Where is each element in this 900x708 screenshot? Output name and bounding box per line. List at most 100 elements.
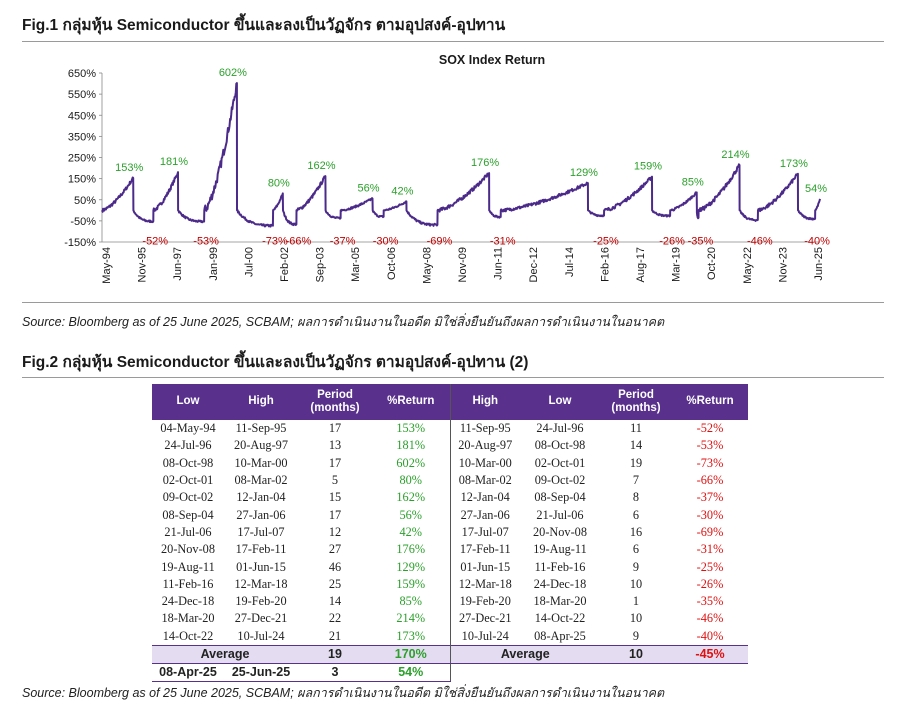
cell-high: 20-Aug-97 — [234, 438, 288, 453]
fig1-bottom-rule — [22, 302, 884, 303]
cycle-table: Low High Period (months) %Return High Lo… — [152, 384, 748, 683]
y-tick-label: 450% — [68, 110, 96, 122]
y-tick-label: 650% — [68, 68, 96, 80]
cell-high: 12-Jan-04 — [236, 490, 286, 505]
cell-period-2: 7 — [632, 473, 640, 488]
cell-return: 602% — [396, 455, 426, 470]
data-labels: 153% -52% 181% -53% 602% -73% 80% -66% 162% -37% 5… — [115, 67, 830, 247]
fig2-title-rule — [22, 377, 884, 378]
x-tick-label: May-94 — [101, 247, 113, 284]
cell-return-2: -53% — [696, 438, 724, 453]
x-axis: May-94 Nov-95 Jun-97 Jan-99 Jul-00 Feb-02 Sep-… — [101, 241, 825, 284]
cell-period-2: 19 — [629, 455, 643, 470]
cell-return: 80% — [399, 473, 423, 488]
cell-high: 08-Mar-02 — [234, 473, 288, 488]
x-tick-label: Jul-14 — [564, 247, 576, 277]
current-low: 08-Apr-25 — [152, 663, 224, 683]
cell-low-2: 08-Oct-98 — [534, 438, 586, 453]
x-tick-label: Dec-12 — [528, 247, 540, 282]
table-row: 11-Feb-16 12-Mar-18 25 159% 12-Mar-18 24-Dec-… — [152, 575, 748, 593]
x-tick-label: Mar-19 — [671, 247, 683, 282]
table-row: 19-Aug-11 01-Jun-15 46 129% 01-Jun-15 11-Feb-… — [152, 558, 748, 576]
cell-low: 04-May-94 — [160, 421, 216, 436]
peak-return-label: 181% — [160, 156, 188, 168]
table-row: 18-Mar-20 27-Dec-21 22 214% 27-Dec-21 14-Oct-… — [152, 610, 748, 628]
average-return: 170% — [372, 644, 450, 665]
x-tick-label: Aug-17 — [635, 247, 647, 282]
cell-low: 08-Sep-04 — [162, 507, 214, 522]
table-row: 21-Jul-06 17-Jul-07 12 42% 17-Jul-07 20-Nov-0… — [152, 523, 748, 542]
y-tick-label: 550% — [68, 89, 96, 101]
fig2-source: Source: Bloomberg as of 25 June 2025, SC… — [22, 686, 665, 700]
cell-high: 11-Sep-95 — [235, 421, 287, 436]
current-cycle-row: 08-Apr-25 25-Jun-25 3 54% — [152, 663, 748, 683]
cell-low-2: 08-Sep-04 — [534, 490, 586, 505]
cell-high-2: 17-Feb-11 — [449, 541, 520, 559]
peak-return-label: 42% — [391, 185, 413, 197]
cell-high-2: 08-Mar-02 — [449, 471, 520, 490]
cell-high-2: 11-Sep-95 — [449, 420, 520, 438]
trough-return-label: -73% — [262, 235, 288, 247]
cell-return: 56% — [399, 507, 423, 522]
cell-period-2: 1 — [632, 594, 640, 609]
peak-return-label: 129% — [570, 167, 598, 179]
cell-period: 12 — [328, 524, 342, 539]
table-header-row: Low High Period (months) %Return High Lo… — [152, 384, 748, 420]
cell-low: 20-Nov-08 — [161, 542, 215, 557]
header-period: Period (months) — [298, 384, 372, 420]
cell-high-2: 01-Jun-15 — [449, 558, 520, 576]
cell-period: 17 — [328, 421, 342, 436]
y-tick-label: 50% — [74, 195, 96, 207]
cell-low: 24-Dec-18 — [161, 594, 215, 609]
peak-return-label: 214% — [721, 149, 749, 161]
trough-return-label: -46% — [747, 235, 773, 247]
cell-return: 214% — [396, 611, 426, 626]
trough-return-label: -26% — [659, 235, 685, 247]
fig1-title-rule — [22, 41, 884, 42]
cell-high-2: 27-Dec-21 — [449, 610, 520, 628]
cell-period: 46 — [328, 559, 342, 574]
cell-low: 18-Mar-20 — [161, 611, 215, 626]
sox-return-line — [101, 82, 821, 228]
cell-low-2: 14-Oct-22 — [534, 611, 586, 626]
table-row: 08-Sep-04 27-Jan-06 17 56% 27-Jan-06 21-Jul-0… — [152, 506, 748, 524]
cell-period-2: 8 — [632, 490, 640, 505]
cell-period: 17 — [328, 507, 342, 522]
table-row: 04-May-94 11-Sep-95 17 153% 11-Sep-95 24-Jul-… — [152, 420, 748, 438]
header-low-2: Low — [520, 384, 600, 420]
x-tick-label: Jun-11 — [493, 247, 505, 280]
cell-return: 181% — [396, 438, 426, 453]
table-row: 08-Oct-98 10-Mar-00 17 602% 10-Mar-00 02-Oct-… — [152, 454, 748, 472]
peak-return-label: 56% — [358, 182, 380, 194]
cell-low-2: 11-Feb-16 — [534, 559, 586, 574]
cell-high: 10-Mar-00 — [234, 455, 288, 470]
cell-low-2: 19-Aug-11 — [533, 542, 587, 557]
cell-high: 12-Mar-18 — [234, 576, 288, 591]
fig1-title: Fig.1 กลุ่มหุ้น Semiconductor ขึ้นและลงเ… — [22, 17, 506, 34]
cell-period: 27 — [328, 542, 342, 557]
fig1-source: Source: Bloomberg as of 25 June 2025, SC… — [22, 315, 665, 329]
trough-return-label: -30% — [373, 235, 399, 247]
header-period-2: Period (months) — [600, 384, 672, 420]
cell-high: 10-Jul-24 — [237, 628, 285, 643]
average-return-2: -45% — [672, 644, 748, 665]
x-tick-label: Sep-03 — [315, 247, 327, 282]
cell-low-2: 09-Oct-02 — [534, 473, 586, 488]
cell-period: 22 — [328, 611, 342, 626]
cell-high: 27-Jan-06 — [236, 507, 286, 522]
cell-high-2: 12-Mar-18 — [449, 575, 520, 593]
cell-low: 02-Oct-01 — [162, 473, 214, 488]
cell-return-2: -35% — [696, 594, 724, 609]
cell-period: 21 — [328, 628, 342, 643]
x-tick-label: Jan-99 — [208, 247, 220, 281]
cell-period-2: 9 — [632, 628, 640, 643]
table-row: 09-Oct-02 12-Jan-04 15 162% 12-Jan-04 08-Sep-… — [152, 489, 748, 507]
peak-return-label: 153% — [115, 162, 143, 174]
fig2-title: Fig.2 กลุ่มหุ้น Semiconductor ขึ้นและลงเ… — [22, 354, 529, 371]
table-row: 24-Jul-96 20-Aug-97 13 181% 20-Aug-97 08-Oct-… — [152, 437, 748, 455]
cell-period-2: 10 — [629, 576, 643, 591]
cell-low-2: 08-Apr-25 — [534, 628, 586, 643]
y-tick-label: 150% — [68, 174, 96, 186]
cell-high-2: 20-Aug-97 — [449, 437, 520, 455]
cell-high: 17-Feb-11 — [235, 542, 287, 557]
